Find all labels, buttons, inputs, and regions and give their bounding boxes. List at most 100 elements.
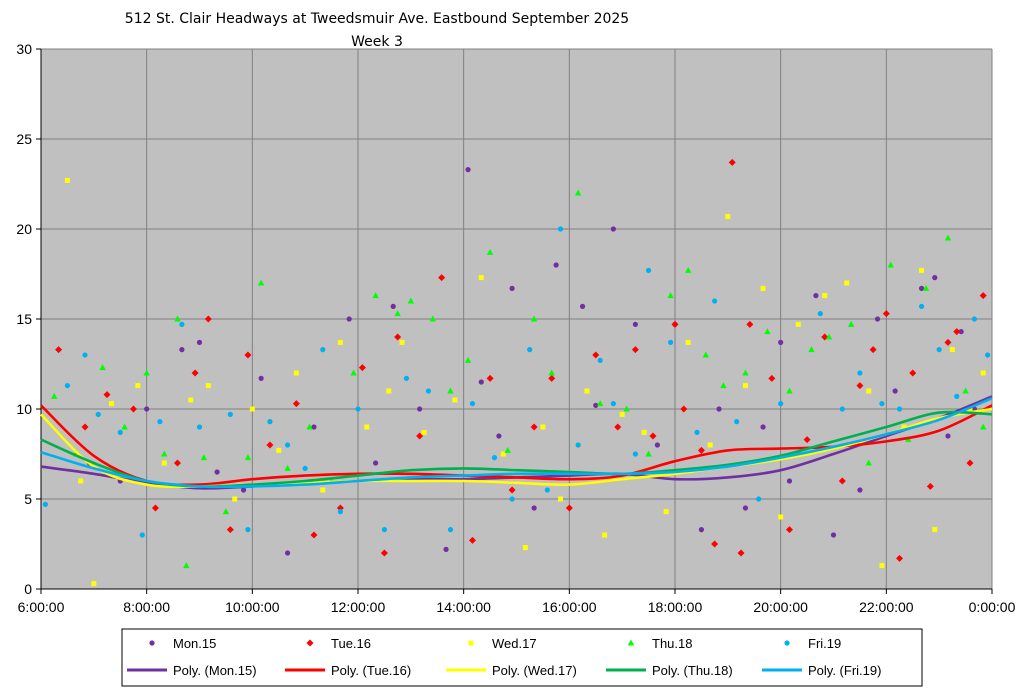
legend-label: Poly. (Thu.18) — [652, 663, 733, 678]
data-point — [491, 455, 498, 461]
data-point — [803, 436, 811, 444]
data-point — [95, 411, 101, 417]
data-point — [610, 401, 616, 407]
data-point — [614, 423, 622, 431]
data-point — [139, 532, 145, 538]
data-point — [619, 411, 625, 417]
data-point — [509, 285, 515, 291]
data-point — [82, 352, 88, 358]
data-point — [496, 433, 502, 439]
legend-label: Thu.18 — [652, 636, 692, 651]
legend-label: Wed.17 — [492, 636, 537, 651]
data-point — [825, 333, 833, 340]
data-point — [557, 226, 564, 232]
data-point — [918, 303, 925, 309]
data-point — [161, 460, 167, 466]
data-point — [266, 441, 274, 449]
data-point — [91, 581, 97, 587]
data-point — [808, 346, 815, 353]
data-point — [508, 486, 516, 494]
data-point — [584, 388, 590, 394]
series-group — [55, 158, 987, 562]
chart-title: 512 St. Clair Headways at Tweedsmuir Ave… — [125, 11, 629, 27]
chart-subtitle: Week 3 — [351, 34, 403, 50]
data-point — [778, 514, 784, 520]
x-tick-label: 14:00:00 — [436, 599, 491, 615]
data-point — [795, 321, 801, 327]
data-point — [742, 383, 748, 389]
data-point — [267, 419, 273, 425]
data-point — [151, 504, 159, 512]
data-point — [443, 546, 449, 553]
legend-marker — [627, 639, 635, 646]
data-point — [504, 446, 511, 453]
data-point — [918, 285, 925, 291]
data-point — [702, 351, 710, 358]
data-point — [478, 275, 484, 281]
data-point — [822, 293, 828, 299]
data-point — [667, 292, 674, 299]
data-point — [144, 406, 150, 412]
data-point — [200, 454, 208, 461]
data-point — [540, 424, 546, 430]
data-point — [760, 285, 766, 291]
data-point — [364, 424, 370, 430]
data-point — [565, 504, 573, 512]
data-point — [980, 370, 986, 376]
data-point — [667, 339, 674, 345]
data-point — [183, 562, 190, 569]
data-point — [945, 433, 951, 439]
data-point — [386, 388, 392, 394]
data-point — [882, 310, 890, 318]
data-point — [716, 406, 722, 412]
data-point — [645, 267, 652, 273]
data-point — [179, 321, 185, 327]
series-group — [64, 177, 986, 587]
data-point — [734, 419, 740, 425]
data-point — [919, 267, 925, 273]
data-point — [544, 487, 550, 493]
data-point — [592, 351, 600, 359]
data-point — [847, 320, 855, 327]
data-point — [222, 508, 230, 515]
data-point — [654, 442, 660, 448]
data-point — [944, 234, 952, 241]
data-point — [469, 401, 476, 407]
data-point — [249, 406, 255, 412]
data-point — [698, 527, 705, 533]
data-point — [244, 351, 252, 359]
data-point — [857, 487, 863, 493]
data-point — [429, 315, 437, 322]
data-point — [530, 315, 538, 322]
data-point — [786, 387, 793, 394]
data-point — [306, 423, 313, 430]
legend-label: Fri.19 — [808, 636, 841, 651]
data-point — [574, 189, 582, 196]
data-point — [742, 369, 749, 376]
data-point — [465, 167, 471, 173]
data-point — [892, 388, 898, 394]
data-point — [685, 339, 691, 345]
data-point — [623, 405, 630, 412]
data-point — [191, 369, 199, 377]
data-point — [901, 424, 907, 430]
y-tick-label: 30 — [16, 41, 32, 57]
data-point — [425, 388, 432, 394]
data-point — [121, 423, 128, 430]
data-point — [417, 406, 423, 412]
y-tick-label: 5 — [24, 491, 32, 507]
data-point — [866, 388, 872, 394]
data-point — [173, 459, 181, 467]
data-point — [310, 531, 318, 539]
data-point — [99, 364, 106, 371]
data-point — [81, 423, 89, 431]
data-point — [284, 442, 291, 448]
trend-lines — [40, 395, 993, 490]
data-point — [522, 545, 528, 551]
data-point — [407, 297, 415, 304]
data-point — [558, 496, 564, 502]
data-point — [896, 554, 904, 562]
data-point — [865, 459, 872, 466]
data-point — [953, 328, 961, 336]
data-point — [358, 364, 366, 372]
